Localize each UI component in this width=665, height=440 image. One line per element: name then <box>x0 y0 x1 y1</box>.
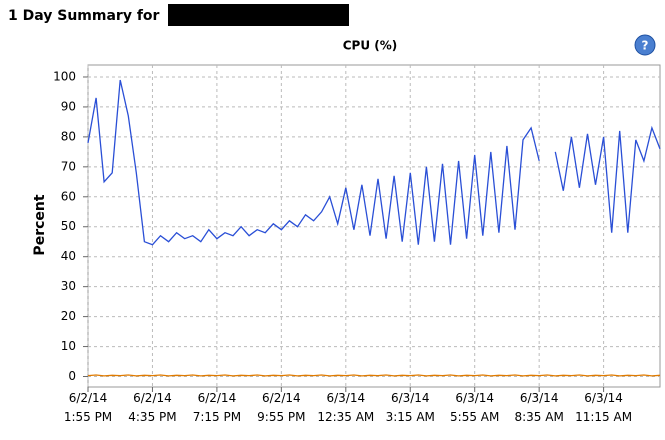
y-tick-label: 10 <box>61 339 76 353</box>
chart-title: CPU (%) <box>343 39 398 53</box>
redacted-box <box>168 4 349 26</box>
x-tick-label: 6/3/14 11:15 AM <box>575 391 633 424</box>
x-tick-label: 6/3/14 5:55 AM <box>450 391 500 424</box>
help-icon-text[interactable]: ? <box>642 39 649 53</box>
series-line <box>87 374 661 377</box>
y-tick-label: 40 <box>61 249 76 263</box>
series-line <box>87 79 661 246</box>
page-title: 1 Day Summary for <box>8 8 160 24</box>
y-tick-label: 80 <box>61 129 76 143</box>
x-tick-label: 6/3/14 3:15 AM <box>385 391 435 424</box>
plot-area <box>87 64 661 388</box>
y-tick-label: 90 <box>61 99 76 113</box>
x-tick-label: 6/3/14 12:35 AM <box>317 391 375 424</box>
help-icon[interactable] <box>634 34 656 56</box>
y-tick-label: 60 <box>61 189 76 203</box>
y-tick-label: 50 <box>61 219 76 233</box>
y-tick-label: 20 <box>61 309 76 323</box>
y-axis-label: Percent <box>32 194 48 255</box>
x-tick-label: 6/2/14 1:55 PM <box>63 391 113 424</box>
x-tick-label: 6/2/14 4:35 PM <box>128 391 177 424</box>
y-tick-label: 30 <box>61 279 76 293</box>
y-tick-label: 70 <box>61 159 76 173</box>
y-tick-label: 0 <box>68 369 76 383</box>
x-tick-label: 6/3/14 8:35 AM <box>514 391 564 424</box>
y-tick-label: 100 <box>53 69 76 83</box>
x-tick-label: 6/2/14 9:55 PM <box>257 391 306 424</box>
x-tick-label: 6/2/14 7:15 PM <box>192 391 242 424</box>
